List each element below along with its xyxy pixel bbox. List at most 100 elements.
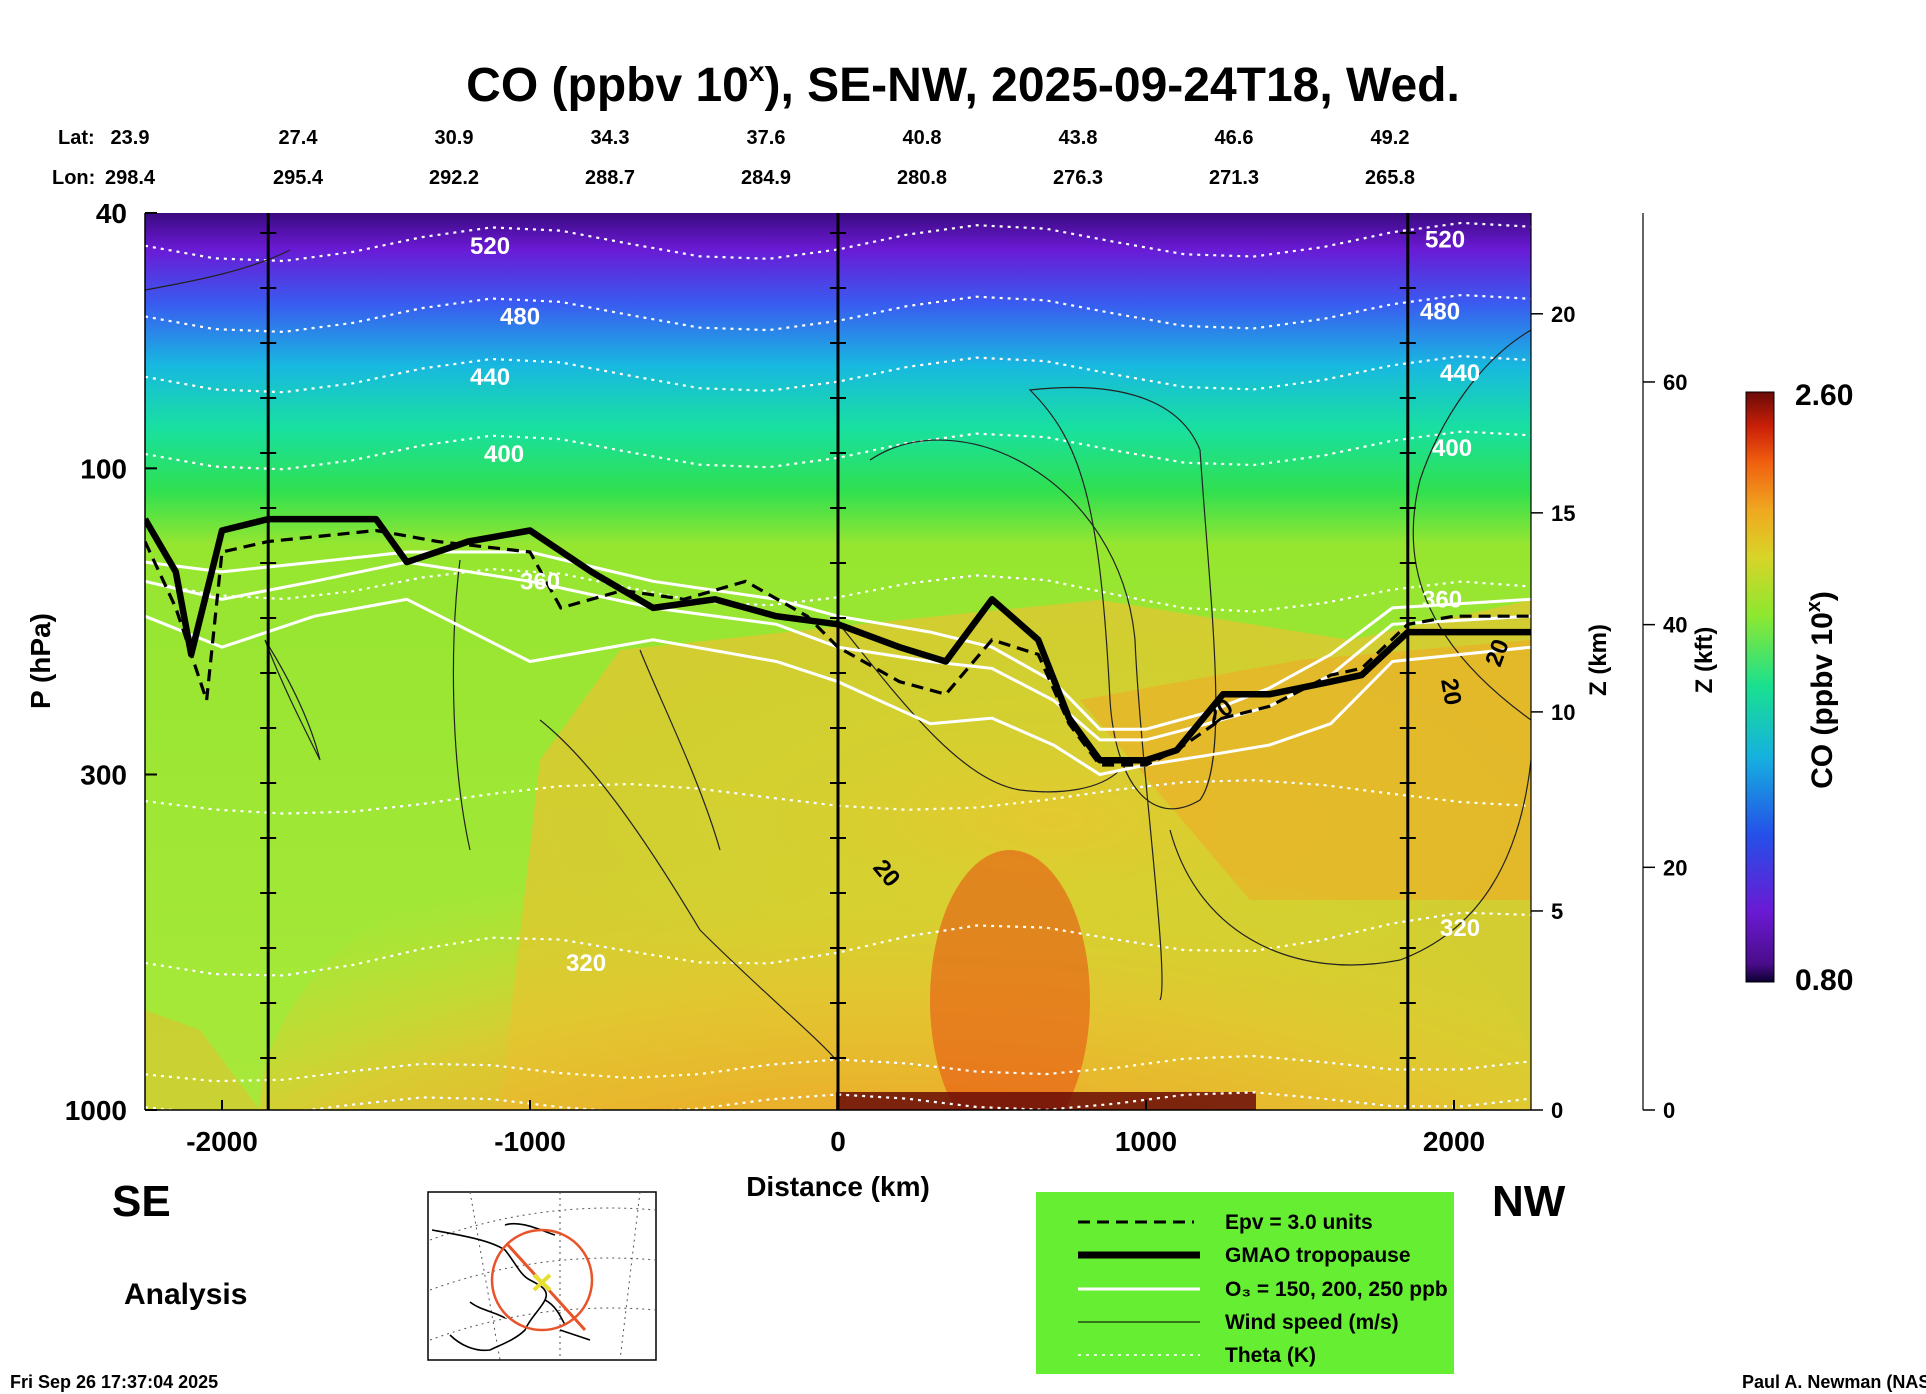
legend: Epv = 3.0 units GMAO tropopause O₃ = 150… (1036, 1192, 1454, 1374)
z-kft-tick-label: 0 (1663, 1098, 1675, 1123)
z-kft-tick-label: 60 (1663, 370, 1687, 395)
legend-label-epv: Epv = 3.0 units (1225, 1211, 1373, 1234)
vertical-markers (260, 213, 1416, 1110)
map-inset (427, 1191, 657, 1361)
lat-value: 37.6 (747, 127, 786, 149)
theta-label: 400 (484, 441, 524, 468)
colorbar-label: CO (ppbv 10x) (1803, 591, 1839, 789)
y-axis-label: P (hPa) (25, 613, 56, 709)
y-tick-label: 100 (80, 453, 127, 484)
theta-label: 520 (1425, 227, 1465, 254)
timestamp: Fri Sep 26 17:37:04 2025 (10, 1372, 218, 1392)
x-tick-label: -1000 (494, 1126, 566, 1157)
theta-label: 320 (566, 950, 606, 977)
lat-value: 34.3 (591, 127, 630, 149)
lat-value: 40.8 (903, 127, 942, 149)
colorbar-max-label: 2.60 (1795, 379, 1853, 412)
lon-value: 298.4 (105, 167, 156, 189)
co-boundary-layer-max (836, 1092, 1256, 1110)
theta-contour (145, 567, 1531, 613)
colorbar-gradient (1745, 391, 1775, 983)
lat-label: Lat: (58, 127, 95, 149)
theta-label: 480 (500, 304, 540, 331)
x-tick-label: 1000 (1115, 1126, 1177, 1157)
ozone-contour (145, 597, 1531, 777)
colorbar-min-label: 0.80 (1795, 964, 1853, 997)
wind-contour (869, 439, 1163, 1001)
lat-value: 46.6 (1215, 127, 1254, 149)
lat-lon-header: 23.9 298.4 27.4 295.4 30.9 292.2 34.3 288.7 37.6… (105, 127, 1415, 189)
lon-value: 288.7 (585, 167, 635, 189)
theta-contour (145, 354, 1531, 394)
wind-contour (264, 639, 321, 761)
z-km-tick-label: 20 (1551, 302, 1575, 327)
co-surface-plume (260, 780, 1531, 1110)
z-kft-axis: 0 20 40 60 (1642, 213, 1687, 1123)
theta-label: 360 (520, 568, 560, 595)
wind-contour (835, 619, 1121, 793)
theta-label: 480 (1420, 299, 1460, 326)
co-surface-plume-core (930, 850, 1090, 1110)
z-km-tick-label: 5 (1551, 899, 1563, 924)
theta-contour (145, 1054, 1531, 1083)
lon-value: 292.2 (429, 167, 479, 189)
map-coastline (431, 1222, 591, 1352)
theta-contour (145, 430, 1531, 471)
legend-label-tropopause: GMAO tropopause (1225, 1244, 1411, 1267)
x-axis-ticks: -2000 -1000 0 1000 2000 (186, 1100, 1485, 1157)
wind-contour (639, 649, 721, 851)
y-tick-label: 40 (96, 198, 127, 229)
y-axis-ticks: 40 100 300 1000 (65, 198, 157, 1126)
lon-value: 295.4 (273, 167, 324, 189)
theta-contour (145, 221, 1531, 263)
epv-line (145, 528, 1531, 767)
tropopause-line (145, 515, 1531, 764)
map-center-marker (532, 1273, 552, 1292)
lat-value: 43.8 (1059, 127, 1098, 149)
wind-label: 20 (1435, 676, 1466, 707)
lat-value: 49.2 (1371, 127, 1410, 149)
map-track-circle (490, 1228, 594, 1332)
se-end-label: SE (112, 1177, 171, 1226)
x-axis-label: Distance (km) (746, 1171, 930, 1202)
lon-value: 284.9 (741, 167, 791, 189)
lat-value: 27.4 (279, 127, 319, 149)
wind-contour (452, 559, 471, 851)
lon-value: 276.3 (1053, 167, 1103, 189)
z-km-axis: 0 5 10 15 20 (1530, 213, 1575, 1123)
theta-label: 520 (470, 233, 510, 260)
wind-contour (539, 719, 837, 1061)
x-tick-label: 2000 (1423, 1126, 1485, 1157)
wind-contour (1169, 759, 1531, 966)
y-tick-label: 1000 (65, 1095, 127, 1126)
theta-label: 360 (1422, 586, 1462, 613)
theta-label: 440 (1440, 360, 1480, 387)
z-kft-axis-label: Z (kft) (1691, 627, 1718, 694)
legend-label-wind: Wind speed (m/s) (1225, 1311, 1399, 1334)
lon-value: 265.8 (1365, 167, 1415, 189)
lat-value: 23.9 (111, 127, 150, 149)
theta-contour (145, 293, 1531, 334)
credit: Paul A. Newman (NASA (1742, 1372, 1926, 1392)
y-tick-label: 300 (80, 759, 127, 790)
z-kft-tick-label: 20 (1663, 855, 1687, 880)
colorbar: 2.60 0.80 CO (ppbv 10x) (1745, 379, 1853, 997)
legend-label-ozone: O₃ = 150, 200, 250 ppb (1225, 1278, 1448, 1301)
lon-label: Lon: (52, 167, 95, 189)
theta-label: 320 (1440, 915, 1480, 942)
nw-end-label: NW (1492, 1177, 1566, 1226)
z-km-tick-label: 0 (1551, 1098, 1563, 1123)
x-tick-label: -2000 (186, 1126, 258, 1157)
theta-label: 400 (1432, 435, 1472, 462)
x-tick-label: 0 (830, 1126, 846, 1157)
lon-value: 280.8 (897, 167, 947, 189)
chart-title: CO (ppbv 10x), SE-NW, 2025-09-24T18, Wed… (466, 56, 1460, 112)
lon-value: 271.3 (1209, 167, 1259, 189)
theta-labels: 520 520 480 480 440 440 400 400 360 360 320 320 (470, 227, 1480, 977)
z-km-tick-label: 10 (1551, 700, 1575, 725)
z-km-axis-label: Z (km) (1585, 624, 1612, 696)
analysis-label: Analysis (124, 1278, 247, 1311)
wind-contour (145, 249, 291, 291)
